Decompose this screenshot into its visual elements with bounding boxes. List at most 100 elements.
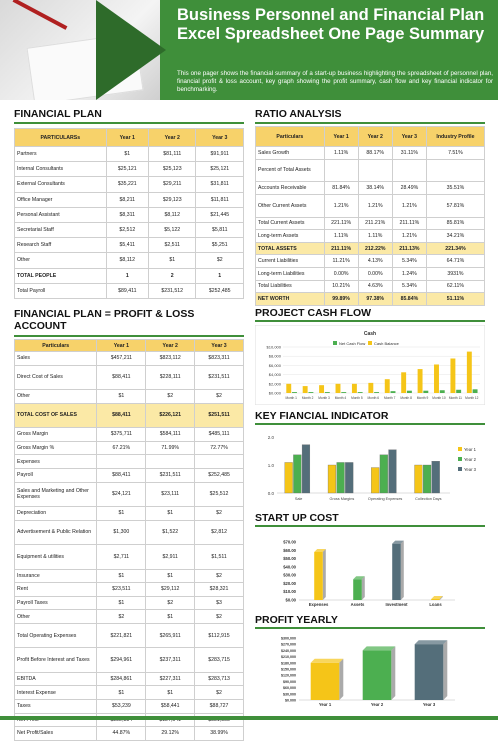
bar-side	[339, 658, 344, 700]
bar-top	[431, 596, 443, 599]
cell-value: 1.21%	[391, 193, 427, 218]
table-row: Current Liabilities 11.21% 4.13% 5.34% 64.71…	[255, 254, 486, 268]
cell-value: $28,321	[194, 582, 244, 597]
bar	[353, 579, 362, 600]
y-tick-label: $40.00	[283, 564, 296, 569]
table-row: Insurance $1 $1 $2	[13, 568, 244, 584]
cell-value: 97.38%	[357, 292, 393, 306]
column-header: Year 3	[391, 126, 427, 147]
cell-value: $2,911	[145, 544, 196, 570]
bar-year-2	[336, 462, 345, 494]
row-label: Sales Growth	[255, 146, 325, 160]
row-label: Sales	[13, 351, 98, 366]
bar-top	[314, 548, 326, 552]
table-row: Other $8,112 $1 $2	[14, 252, 244, 269]
cell-value: $231,511	[145, 467, 196, 483]
cell-value: $25,123	[147, 161, 197, 178]
row-label: Expenses	[13, 454, 98, 469]
cell-value: $823,112	[145, 351, 196, 366]
cell-value: $1	[145, 568, 196, 584]
cell-value: 212.22%	[357, 241, 393, 256]
cell-value: $31,811	[195, 176, 244, 193]
header-banner: Business Personnel and Financial Plan Ex…	[0, 0, 498, 100]
x-tick-label: Investment	[385, 602, 408, 607]
cell-value: 99.89%	[323, 292, 359, 306]
cell-value: $112,915	[194, 622, 244, 649]
row-label: Partners	[14, 145, 107, 163]
x-tick-label: Assets	[351, 602, 365, 607]
cell-value: $5,811	[195, 221, 244, 239]
cell-value: 10.21%	[323, 279, 359, 294]
cell-value: 88.17%	[357, 146, 393, 160]
cell-value: $5,251	[195, 237, 244, 254]
x-tick-label: Year 1	[319, 702, 332, 707]
x-tick-label: Month 7	[384, 396, 396, 400]
cell-value: 67.21%	[96, 440, 147, 456]
y-tick-label: $180,000	[281, 661, 296, 665]
table-row: Total Payroll $89,411 $231,512 $252,485	[14, 282, 244, 299]
x-tick-label: Loans	[429, 602, 442, 607]
bar-year-2	[423, 464, 432, 494]
cell-value	[425, 158, 486, 183]
cell-value: 221.11%	[323, 216, 359, 231]
y-tick-label: $0.000	[285, 699, 296, 703]
cell-value: $252,485	[195, 282, 244, 299]
cell-value: $29,112	[145, 582, 196, 597]
table-row: Partners $1 $81,111 $91,911	[14, 145, 244, 163]
pl-table: Particulars Year 1 Year 2 Year 3 Sales $457,2…	[13, 339, 244, 741]
cell-value	[194, 454, 244, 469]
bar-net-cash-flow	[374, 392, 380, 393]
cell-value: 1	[195, 267, 244, 284]
row-label: Secretarial Staff	[14, 221, 107, 239]
cell-value: 1.24%	[391, 266, 427, 281]
cell-value: $252,485	[194, 467, 244, 483]
column-header: Year 3	[194, 339, 244, 352]
cell-value: $2,711	[96, 544, 147, 570]
bar	[414, 644, 444, 700]
row-label: Personal Assistant	[14, 206, 107, 223]
column-header: Particulars	[255, 126, 325, 147]
x-tick-label: Month 11	[449, 396, 462, 400]
x-tick-label: Month 1	[285, 396, 297, 400]
cell-value: 0.00%	[357, 266, 393, 281]
y-tick-label: $30.00	[283, 573, 296, 578]
cell-value: $29,211	[147, 176, 197, 193]
x-tick-label: Operating Expenses	[368, 497, 403, 501]
cell-value: 211.21%	[357, 216, 393, 231]
cell-value: 5.34%	[391, 254, 427, 268]
y-tick-label: $6,000	[269, 363, 282, 368]
bar-cash-balance	[335, 383, 341, 393]
ratio-analysis-title: RATIO ANALYSIS	[255, 108, 342, 120]
y-tick-label: $300,000	[281, 637, 296, 641]
cell-value: 5.34%	[391, 279, 427, 294]
startup-cost-underline	[255, 525, 485, 527]
cell-value: 1.11%	[357, 229, 393, 243]
column-header: Particulars	[13, 339, 98, 352]
table-row: Interest Expense $1 $1 $2	[13, 685, 244, 700]
x-tick-label: Month 3	[318, 396, 330, 400]
cell-value: $8,112	[147, 206, 197, 223]
bar-top	[362, 646, 396, 651]
row-label: Other	[13, 389, 98, 404]
cell-value: $2	[194, 568, 244, 584]
row-label: Interest Expense	[13, 685, 98, 700]
cell-value: $2	[145, 595, 196, 611]
cell-value: $1	[145, 609, 196, 624]
cell-value: $226,121	[145, 402, 196, 429]
legend-swatch	[458, 457, 462, 461]
bar	[362, 650, 392, 700]
bar-side	[439, 596, 443, 600]
bar-cash-balance	[302, 386, 308, 393]
cell-value: $2	[194, 505, 244, 521]
table-row: Office Manager $8,211 $29,123 $11,811	[14, 191, 244, 208]
cell-value: $823,311	[194, 351, 244, 366]
column-header: Year 1	[105, 128, 149, 147]
bar	[310, 662, 340, 700]
cell-value: 57.81%	[425, 193, 486, 218]
row-label: Accounts Receivable	[255, 181, 325, 195]
row-label: Other	[14, 252, 107, 269]
cell-value: 11.21%	[323, 254, 359, 268]
cell-value: $8,311	[105, 206, 149, 223]
bar-net-cash-flow	[341, 392, 347, 393]
profit-yearly-chart: $300,000 $270,000 $240,000 $210,000 $180,000…	[281, 637, 455, 707]
